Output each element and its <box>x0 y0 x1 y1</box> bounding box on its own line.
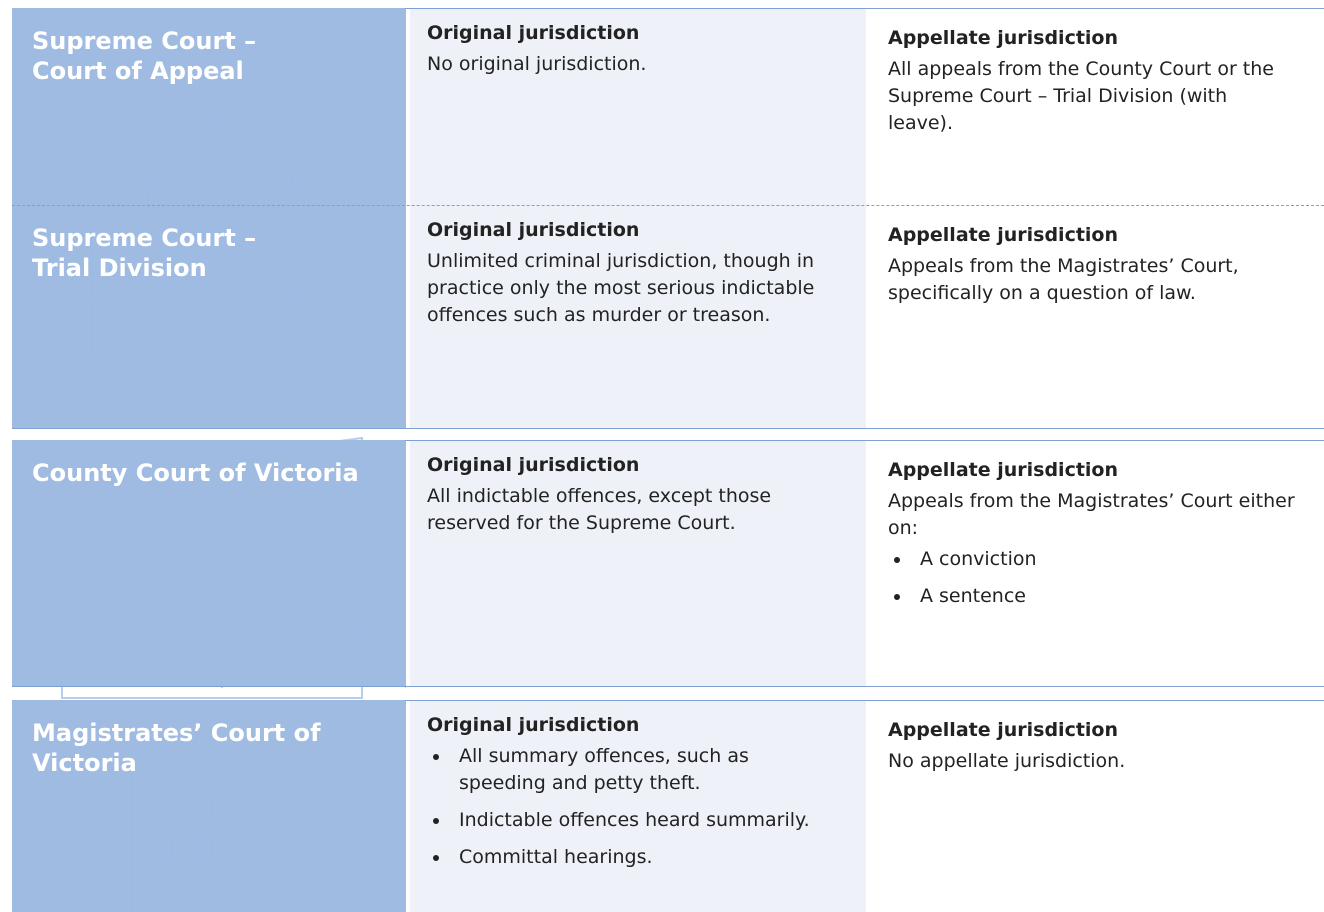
original-cell: Original jurisdiction No original jurisdi… <box>427 21 847 78</box>
list: All summary offences, such as speeding a… <box>427 743 847 871</box>
court-line: Victoria <box>32 749 137 777</box>
court-panel <box>12 8 406 428</box>
appellate-cell: Appellate jurisdiction All appeals from t… <box>888 26 1308 137</box>
list-item: A conviction <box>888 546 1308 573</box>
original-panel <box>410 440 866 686</box>
heading: Appellate jurisdiction <box>888 27 1119 49</box>
heading: Original jurisdiction <box>427 219 640 241</box>
original-panel <box>410 700 866 912</box>
text: All indictable offences, except those re… <box>427 485 772 534</box>
court-line: County Court of Victoria <box>32 459 359 487</box>
text: All appeals from the County Court or the… <box>888 58 1274 134</box>
rule <box>12 686 1324 687</box>
court-line: Supreme Court – <box>32 224 257 252</box>
rule <box>405 440 1324 441</box>
rule <box>12 428 1324 429</box>
heading: Appellate jurisdiction <box>888 719 1119 741</box>
court-name: Supreme Court – Court of Appeal <box>32 26 392 86</box>
heading: Original jurisdiction <box>427 454 640 476</box>
court-line: Supreme Court – <box>32 27 257 55</box>
court-line: Court of Appeal <box>32 57 244 85</box>
list-item: Committal hearings. <box>427 844 829 871</box>
court-name: County Court of Victoria <box>32 458 392 488</box>
court-line: Trial Division <box>32 254 207 282</box>
text: No original jurisdiction. <box>427 53 647 75</box>
heading: Appellate jurisdiction <box>888 224 1119 246</box>
list-item: All summary offences, such as speeding a… <box>427 743 829 797</box>
text: Appeals from the Magistrates’ Court, spe… <box>888 255 1239 304</box>
appellate-cell: Appellate jurisdiction No appellate juris… <box>888 718 1308 775</box>
court-name: Magistrates’ Court of Victoria <box>32 718 392 778</box>
text: Appeals from the Magistrates’ Court eith… <box>888 490 1295 539</box>
court-panel <box>12 440 406 686</box>
list-item: A sentence <box>888 583 1308 610</box>
original-cell: Original jurisdiction All summary offence… <box>427 713 847 881</box>
original-cell: Original jurisdiction All indictable offe… <box>427 453 847 537</box>
court-line: Magistrates’ Court of <box>32 719 321 747</box>
original-panel <box>410 8 866 428</box>
rule <box>405 8 1324 9</box>
appellate-cell: Appellate jurisdiction Appeals from the M… <box>888 458 1308 620</box>
text: No appellate jurisdiction. <box>888 750 1126 772</box>
court-panel <box>12 700 406 912</box>
heading: Appellate jurisdiction <box>888 459 1119 481</box>
original-cell: Original jurisdiction Unlimited criminal … <box>427 218 847 329</box>
appellate-cell: Appellate jurisdiction Appeals from the M… <box>888 223 1308 307</box>
text: Unlimited criminal jurisdiction, though … <box>427 250 815 326</box>
heading: Original jurisdiction <box>427 22 640 44</box>
court-name: Supreme Court – Trial Division <box>32 223 392 283</box>
rule <box>405 700 1324 701</box>
divider <box>12 205 1324 206</box>
list: A conviction A sentence <box>888 546 1308 610</box>
list-item: Indictable offences heard summarily. <box>427 807 829 834</box>
heading: Original jurisdiction <box>427 714 640 736</box>
